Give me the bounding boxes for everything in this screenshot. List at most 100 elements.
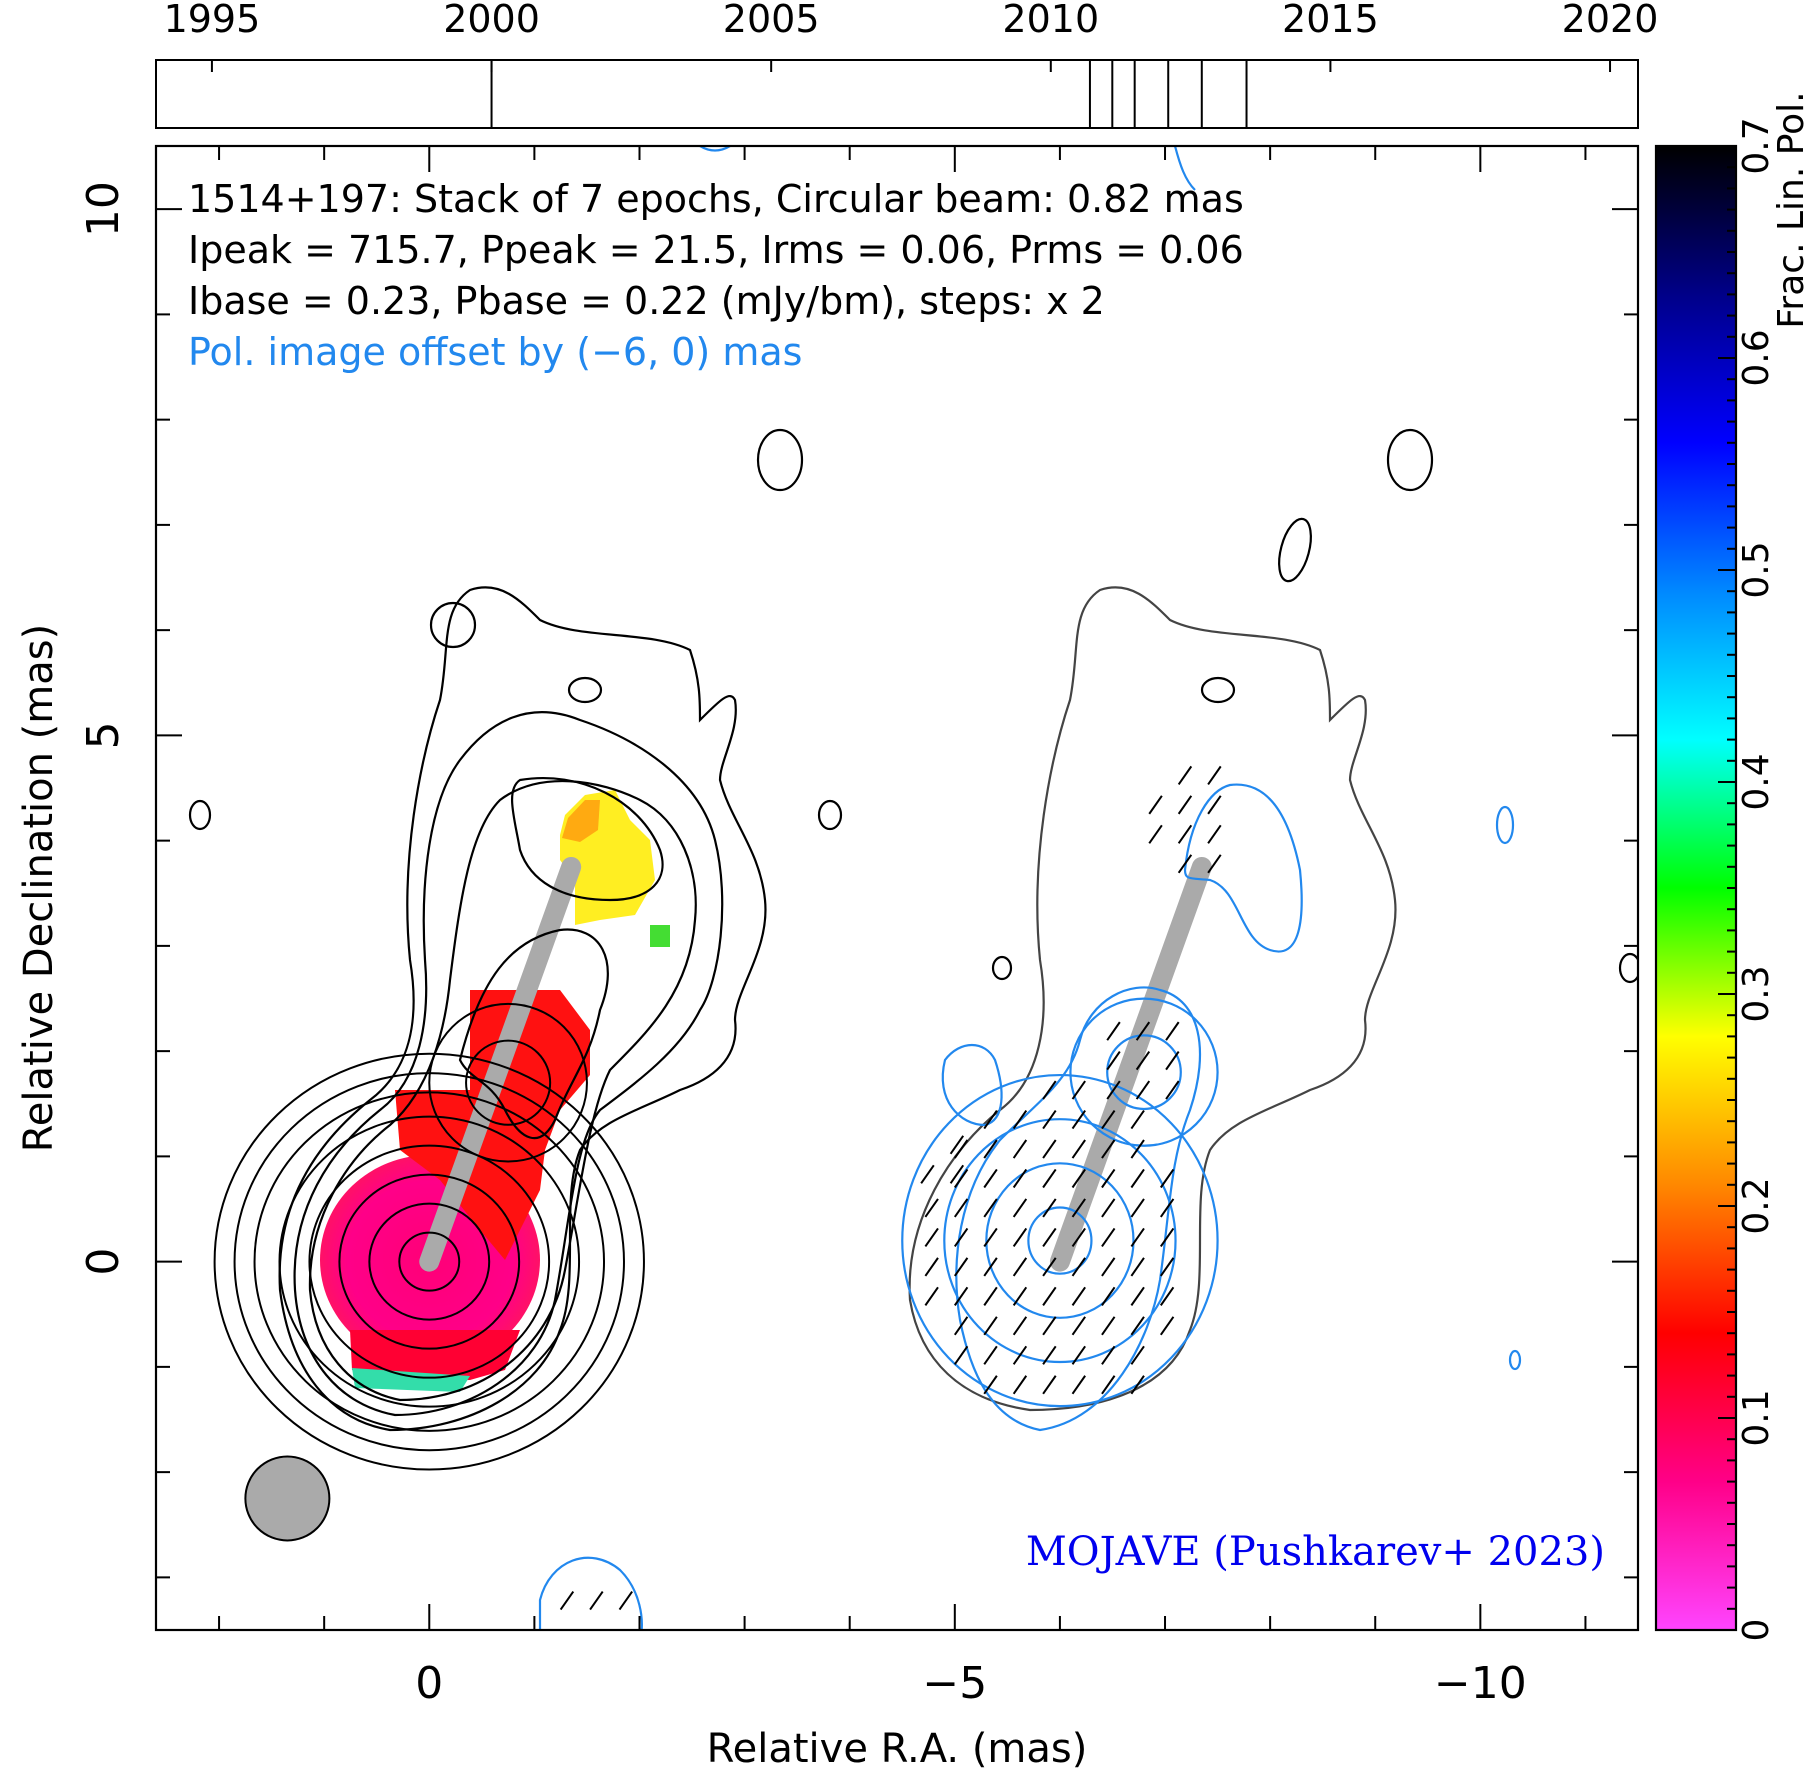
title-line-2: Ipeak = 715.7, Ppeak = 21.5, Irms = 0.06… (188, 228, 1244, 272)
timeline-tick-label: 2010 (1002, 0, 1099, 41)
x-tick-label: −10 (1434, 1658, 1527, 1709)
frac-pol-green-pixel (650, 925, 670, 947)
x-axis-tick-labels: 0 −5 −10 (415, 1658, 1526, 1709)
evpa-tick (1042, 1168, 1057, 1189)
colorbar-tick-label: 0 (1736, 1619, 1777, 1642)
evpa-tick (618, 1590, 633, 1611)
i-core-contour (278, 1115, 581, 1408)
pol-i-outline (908, 586, 1397, 1412)
y-tick-label: 10 (78, 181, 129, 237)
evpa-tick (1012, 1109, 1028, 1130)
pol-panel-i-outline (908, 428, 1638, 1412)
evpa-tick (1071, 1345, 1086, 1365)
frac-pol-rim (352, 1368, 470, 1392)
offset-note: Pol. image offset by (−6, 0) mas (188, 330, 802, 374)
colorbar-tick-label: 0.2 (1736, 1177, 1777, 1234)
i-contour-island-2 (429, 601, 477, 649)
evpa-tick (983, 1139, 998, 1159)
pol-i-island-2 (1278, 517, 1312, 583)
credit-label: MOJAVE (Pushkarev+ 2023) (1026, 1529, 1605, 1575)
evpa-tick (924, 1257, 939, 1277)
i-contour-2 (293, 711, 724, 1417)
pol-contour-island-1 (1495, 805, 1515, 845)
evpa-tick (1012, 1198, 1028, 1218)
frac-pol-outer-knot-orange (562, 800, 600, 842)
evpa-tick (983, 1286, 998, 1306)
evpa-tick (1165, 1080, 1180, 1100)
evpa-tick (953, 1227, 969, 1248)
evpa-tick (1042, 1257, 1057, 1277)
evpa-tick (1207, 765, 1222, 785)
evpa-tick (1148, 795, 1163, 815)
evpa-tick (1101, 1316, 1116, 1336)
evpa-tick (1207, 795, 1222, 815)
title-line-1: 1514+197: Stack of 7 epochs, Circular be… (188, 177, 1244, 221)
evpa-tick (1042, 1345, 1057, 1365)
plot-frame (154, 144, 1640, 1632)
evpa-tick (559, 1590, 575, 1611)
evpa-tick (1130, 1316, 1145, 1336)
evpa-tick (1106, 1021, 1121, 1041)
evpa-tick (983, 1227, 998, 1248)
evpa-tick (1130, 1198, 1145, 1218)
epoch-timeline: 1995 2000 2005 2010 2015 2020 (155, 0, 1658, 129)
evpa-tick (983, 1198, 998, 1218)
evpa-tick (1135, 1021, 1151, 1041)
evpa-tick (1101, 1168, 1116, 1189)
evpa-tick (589, 1590, 604, 1611)
evpa-tick (1071, 1375, 1086, 1395)
evpa-tick (1159, 1168, 1175, 1189)
evpa-tick (1159, 1257, 1175, 1277)
evpa-tick (1101, 1345, 1116, 1365)
pol-core-contour (985, 1162, 1135, 1319)
evpa-tick (953, 1286, 969, 1306)
evpa-tick (1012, 1168, 1028, 1189)
i-core-contour (398, 1231, 461, 1292)
pol-core-contours (901, 997, 1219, 1408)
evpa-tick (1177, 854, 1193, 874)
timeline-epoch-lines (490, 60, 1248, 128)
evpa-tick (924, 1286, 939, 1306)
evpa-tick (1135, 1051, 1151, 1071)
timeline-tick-label: 2000 (443, 0, 540, 41)
evpa-tick (1207, 854, 1222, 874)
evpa-tick (1042, 1316, 1057, 1336)
evpa-tick (1012, 1345, 1028, 1365)
evpa-tick (1159, 1286, 1175, 1306)
evpa-tick (949, 1164, 965, 1184)
colorbar-tick-label: 0.7 (1736, 117, 1777, 174)
x-axis-ticks (218, 146, 1587, 1630)
colorbar-tick-labels: 0 0.1 0.2 0.3 0.4 0.5 0.6 0.7 (1736, 117, 1777, 1641)
colorbar: 0 0.1 0.2 0.3 0.4 0.5 0.6 0.7 Frac. Lin. Pol. (1654, 91, 1812, 1641)
pol-core-contour (1027, 1206, 1093, 1275)
y-tick-label: 5 (78, 721, 129, 749)
evpa-tick (953, 1198, 969, 1218)
pol-knot-contour (1069, 997, 1219, 1147)
i-core-contour (308, 1144, 551, 1379)
colorbar-fill (1656, 146, 1736, 1630)
evpa-tick (920, 1164, 935, 1184)
evpa-tick (1130, 1109, 1145, 1130)
pol-core-contour (901, 1073, 1219, 1408)
evpa-tick (1106, 1051, 1121, 1071)
evpa-tick (1130, 1139, 1145, 1159)
evpa-tick (1071, 1080, 1086, 1100)
evpa-tick (953, 1139, 969, 1159)
y-axis-label: Relative Declination (mas) (16, 624, 62, 1152)
frac-pol-lower-band (350, 1330, 520, 1382)
ridge-line (1049, 856, 1212, 1272)
x-tick-label: 0 (415, 1658, 443, 1709)
evpa-tick (1130, 1286, 1145, 1306)
evpa-tick (1042, 1109, 1057, 1130)
evpa-tick (1042, 1227, 1057, 1248)
evpa-tick (924, 1198, 939, 1218)
y-tick-label: 0 (78, 1248, 129, 1276)
evpa-tick (1101, 1375, 1116, 1395)
pol-contour-left-blob (941, 1044, 1003, 1127)
evpa-tick (1165, 1021, 1180, 1041)
evpa-tick (1177, 795, 1193, 815)
colorbar-label: Frac. Lin. Pol. (1771, 91, 1812, 328)
colorbar-ticks (1718, 145, 1736, 1631)
evpa-tick (953, 1316, 969, 1336)
i-contour-island-5 (817, 799, 843, 831)
